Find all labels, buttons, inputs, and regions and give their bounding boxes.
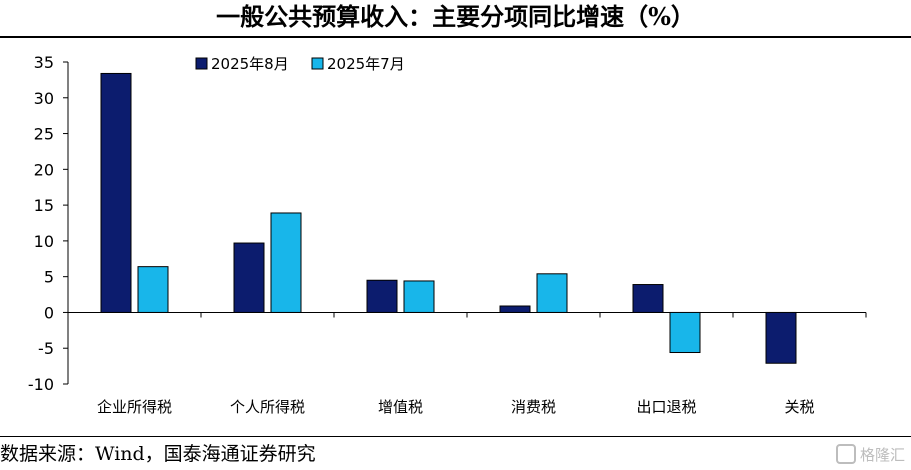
watermark-text: 格隆汇 (859, 445, 905, 464)
y-tick-label: 30 (34, 89, 54, 108)
chart-title: 一般公共预算收入：主要分项同比增速（%） (216, 2, 695, 31)
chart-legend: 2025年8月 2025年7月 (195, 55, 405, 73)
y-tick-label: -10 (28, 375, 54, 394)
bar-series-1 (366, 279, 398, 313)
y-tick-label: 25 (34, 125, 54, 144)
y-tick-label: 5 (44, 268, 54, 287)
y-tick-label: 20 (34, 160, 54, 179)
legend-label-1: 2025年8月 (211, 55, 289, 73)
chart-axes: 35 30 25 20 15 10 5 0 -5 -10 企业所得税 个人所得税 增值税 消费税 出口退税 关… (28, 53, 867, 416)
bar-series-2 (137, 266, 169, 313)
bar-series-1 (632, 284, 664, 313)
bar-series-2 (270, 212, 302, 313)
title-rule (0, 36, 911, 38)
y-tick-label: 10 (34, 232, 54, 251)
y-tick-label: 15 (34, 196, 54, 215)
watermark: 格隆汇 (835, 442, 905, 466)
legend-swatch-1 (195, 57, 208, 70)
x-tick-label: 出口退税 (636, 398, 696, 416)
y-tick-label: -5 (38, 339, 54, 358)
bar-chart: 35 30 25 20 15 10 5 0 -5 -10 企业所得税 个人所得税 增值税 消费税 出口退税 关… (28, 53, 867, 416)
bar-series-2 (536, 273, 568, 313)
bar-series-2 (669, 311, 701, 354)
x-tick-label: 关税 (784, 398, 814, 416)
legend-swatch-2 (311, 57, 324, 70)
bar-series-2 (403, 280, 435, 313)
legend-label-2: 2025年7月 (327, 55, 405, 73)
x-tick-label: 增值税 (378, 398, 423, 416)
y-tick-label: 35 (34, 53, 54, 72)
x-tick-label: 个人所得税 (230, 398, 305, 416)
bar-series-1 (233, 242, 265, 313)
chart-bars (100, 72, 797, 364)
bar-series-1 (765, 311, 797, 364)
y-tick-label: 0 (44, 303, 54, 322)
bar-series-1 (499, 305, 531, 313)
footer-rule (0, 436, 911, 437)
bar-series-1 (100, 72, 132, 313)
watermark-logo-icon (835, 444, 856, 464)
data-source-note: 数据来源：Wind，国泰海通证券研究 (0, 443, 316, 465)
x-tick-label: 企业所得税 (97, 398, 172, 416)
x-tick-label: 消费税 (511, 398, 556, 416)
